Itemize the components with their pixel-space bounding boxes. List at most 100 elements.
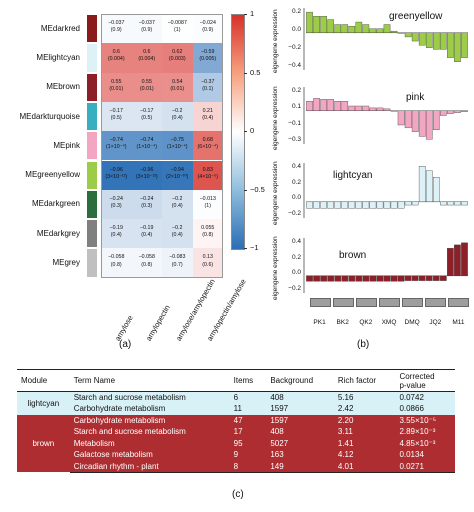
heatmap-cell: −0.24 (0.3)	[131, 189, 162, 220]
p-value: (0.8)	[110, 261, 122, 268]
eigengene-bar	[348, 105, 356, 111]
heatmap-cell: 0.6 (0.004)	[101, 43, 132, 73]
correlation-value: −0.19	[140, 225, 154, 232]
heatmap-cell: −0.2 (0.4)	[162, 101, 193, 132]
correlation-value: −0.058	[108, 254, 125, 261]
eigengene-bar	[411, 201, 419, 206]
correlation-value: −0.75	[170, 137, 184, 144]
p-value: (0.01)	[109, 85, 124, 92]
table-cell: 2.42	[333, 403, 396, 415]
heatmap-cell: −0.74 (1×10⁻⁴)	[101, 131, 132, 161]
module-label: MEdarkgrey	[36, 228, 80, 238]
eigengene-bar	[397, 110, 405, 126]
module-name-label: brown	[339, 250, 367, 261]
p-value: (0.4)	[110, 232, 122, 239]
table-cell: 3.11	[333, 426, 396, 438]
correlation-value: −0.2	[172, 195, 183, 202]
heatmap-cell: −0.94 (2×10⁻¹⁰)	[162, 160, 193, 190]
p-value: (3×10⁻¹²)	[105, 173, 128, 180]
y-tick-label: −0.2	[288, 210, 301, 217]
eigengene-bar	[425, 110, 433, 140]
heatmap-cell: −0.96 (3×10⁻¹²)	[101, 160, 132, 190]
correlation-value: −0.037	[108, 20, 125, 26]
heatmap-cell: 0.13 (0.6)	[192, 248, 223, 278]
eigengene-bar	[327, 201, 334, 209]
table-cell: Carbohydrate metabolism	[69, 403, 230, 415]
colorbar-tick-label: −1	[250, 243, 259, 252]
table-cell: Galactose metabolism	[69, 449, 230, 461]
correlation-value: −0.94	[170, 166, 184, 173]
eigengene-bar	[432, 32, 440, 50]
table-cell: 8	[229, 460, 267, 473]
table-cell: 6	[229, 391, 267, 403]
eigengene-bar	[418, 166, 426, 203]
colorbar-tick-mark	[244, 189, 247, 191]
table-cell: 0.0134	[395, 449, 455, 461]
colorbar	[231, 14, 245, 250]
sample-group-marker	[402, 298, 424, 307]
correlation-value: −0.037	[138, 20, 155, 26]
p-value: (0.1)	[202, 85, 214, 92]
eigengene-bar	[376, 107, 384, 111]
table-cell: 408	[266, 391, 334, 403]
p-value: (1)	[174, 27, 181, 34]
eigengene-bar	[369, 275, 377, 282]
module-color-swatch	[87, 161, 97, 189]
sample-group-marker	[379, 298, 400, 307]
eigengene-bar	[355, 201, 363, 209]
p-value: (1×10⁻⁴)	[105, 144, 127, 151]
eigengene-bar	[341, 24, 349, 33]
correlation-value: −0.96	[109, 166, 123, 173]
p-value: (0.005)	[199, 56, 217, 63]
module-label: MElightcyan	[36, 52, 80, 62]
eigengene-bar	[461, 201, 468, 206]
eigengene-bar	[432, 110, 440, 130]
table-header-cell: Rich factor	[333, 369, 396, 392]
correlation-value: −0.058	[138, 254, 155, 261]
heatmap-cell: 0.54 (0.01)	[162, 72, 193, 102]
eigengene-bar	[313, 201, 320, 209]
eigengene-bar	[440, 275, 447, 281]
panel-label-c: (c)	[232, 489, 244, 500]
eigengene-bar	[418, 110, 426, 137]
p-value: (0.7)	[171, 261, 183, 268]
table-row: Carbohydrate metabolism 11 1597 2.42 0.0866	[17, 403, 455, 415]
y-tick-label: 0.0	[291, 269, 301, 277]
eigengene-bar	[461, 242, 468, 277]
sample-label: JQ2	[429, 319, 442, 326]
correlation-value: −0.0087	[167, 20, 187, 26]
table-cell: Starch and sucrose metabolism	[69, 391, 230, 403]
heatmap-cell: 0.68 (6×10⁻⁴)	[192, 131, 223, 161]
eigengene-bar	[425, 275, 433, 281]
table-cell: 0.0742	[395, 391, 455, 403]
table-cell: 2.89×10⁻³	[395, 426, 455, 438]
colorbar-tick-label: 0	[250, 126, 255, 135]
y-axis-label: eigengene expression	[272, 160, 279, 225]
module-name-label: lightcyan	[333, 170, 373, 181]
table-header-cell: Corrected p-value	[395, 369, 455, 392]
eigengene-bar	[327, 275, 334, 282]
correlation-value: −0.74	[140, 137, 154, 144]
y-tick-label: 0.0	[291, 26, 301, 33]
correlation-value: −0.17	[140, 107, 154, 114]
eigengene-bar	[440, 110, 447, 116]
eigengene-bar	[320, 201, 327, 209]
correlation-value: 0.83	[202, 166, 213, 173]
enrichment-table: Module Term Name Items Background Rich facto…	[17, 369, 455, 473]
sample-label: DMQ	[404, 319, 420, 326]
eigengene-bar	[425, 170, 433, 203]
table-group-brown: brown Carbohydrate metabolism 47 1597 2.20 3.…	[17, 414, 455, 473]
eigengene-bar	[369, 201, 377, 209]
table-cell: 1597	[266, 403, 334, 415]
heatmap-cell: −0.013 (1)	[192, 189, 223, 220]
correlation-value: 0.055	[201, 225, 215, 232]
heatmap-cell: −0.74 (1×10⁻⁴)	[131, 131, 162, 161]
correlation-value: −0.024	[199, 20, 216, 26]
table-cell: 1.41	[333, 437, 396, 449]
table-header-cell: Items	[229, 369, 267, 392]
eigengene-bar	[376, 275, 384, 282]
heatmap-cell: −0.037 (0.9)	[101, 14, 132, 44]
eigengene-bar	[461, 32, 468, 58]
table-row: Metabolism 95 5027 1.41 4.85×10⁻³	[17, 437, 455, 449]
eigengene-bar	[369, 107, 377, 111]
